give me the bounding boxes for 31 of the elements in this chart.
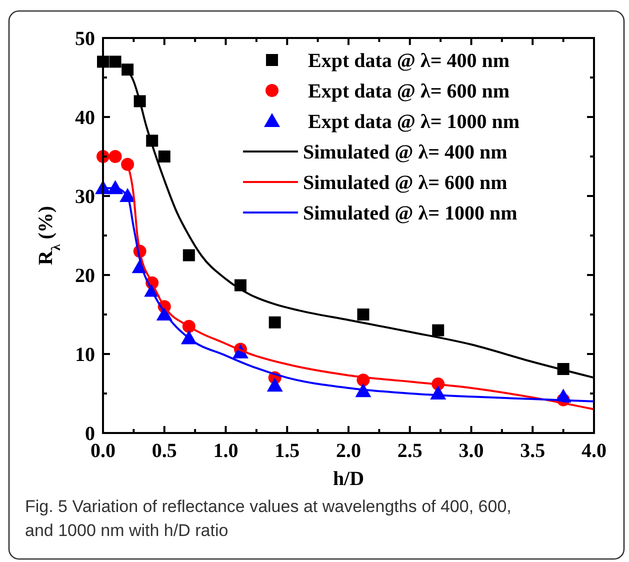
x-tick-label: 2.5: [397, 440, 422, 462]
point: [121, 158, 134, 171]
x-tick-label: 2.0: [336, 440, 361, 462]
point: [182, 249, 195, 262]
x-tick-label: 1.5: [274, 440, 300, 462]
y-tick-label: 30: [75, 186, 95, 208]
point: [108, 150, 122, 163]
x-tick-label: 4.0: [582, 440, 606, 462]
legend-label: Simulated @ λ= 400 nm: [303, 142, 508, 164]
x-tick-label: 3.5: [520, 440, 546, 462]
legend-label: Simulated @ λ= 1000 nm: [303, 202, 518, 224]
point: [158, 150, 170, 162]
legend-label: Expt data @ λ= 400 nm: [308, 50, 510, 72]
point: [122, 64, 134, 76]
point: [268, 316, 281, 328]
x-axis-title: h/D: [332, 468, 364, 490]
x-tick-label: 1.0: [213, 440, 238, 462]
point: [109, 56, 122, 68]
x-tick-label: 3.0: [458, 440, 484, 462]
point: [432, 324, 444, 336]
caption: Fig. 5 Variation of reflectance values at wavelengths of 400, 600, and 1000 nm with h/D ratio: [25, 497, 512, 540]
y-tick-label: 40: [75, 107, 95, 129]
y-tick-label: 10: [75, 344, 95, 366]
point: [266, 378, 283, 392]
y-tick-label: 50: [75, 28, 95, 50]
point: [357, 308, 370, 320]
legend-label: Simulated @ λ= 600 nm: [303, 172, 508, 194]
x-tick-label: 0.5: [152, 440, 177, 462]
legend-label: Expt data @ λ= 600 nm: [308, 80, 510, 102]
y-tick-label: 20: [75, 265, 95, 287]
legend-label: Expt data @ λ= 1000 nm: [308, 111, 520, 133]
